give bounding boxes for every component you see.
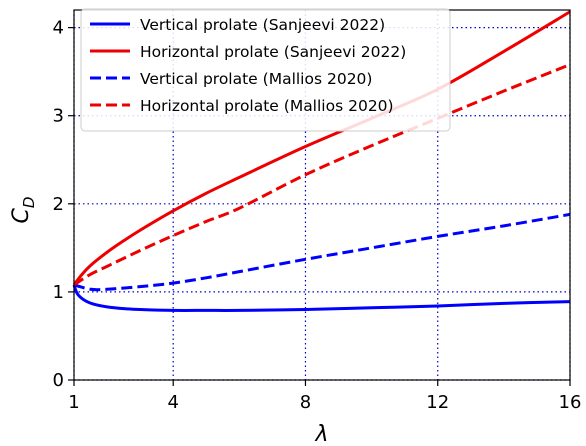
legend-box — [80, 8, 451, 132]
series-line-0 — [72, 284, 571, 312]
series-line-2 — [73, 212, 571, 292]
x-tick-label: 16 — [559, 392, 582, 413]
legend-label: Vertical prolate (Mallios 2020) — [140, 70, 372, 88]
legend-label: Horizontal prolate (Sanjeevi 2022) — [140, 43, 406, 61]
x-tick-label: 12 — [426, 392, 449, 413]
legend-label: Vertical prolate (Sanjeevi 2022) — [140, 16, 385, 34]
y-axis-label-subscript: D — [20, 197, 38, 209]
series-line-3 — [73, 63, 571, 287]
legend-label: Horizontal prolate (Mallios 2020) — [140, 97, 394, 115]
x-tick-label: 1 — [68, 392, 79, 413]
legend: Vertical prolate (Sanjeevi 2022) Horizont… — [80, 8, 451, 132]
x-axis-label: λ — [314, 422, 328, 446]
y-tick-label: 3 — [53, 106, 64, 127]
y-tick-label: 1 — [53, 282, 64, 303]
x-tick-label: 4 — [167, 392, 178, 413]
y-tick-label: 2 — [53, 194, 64, 215]
x-tick-label: 8 — [300, 392, 311, 413]
y-axis-label-main: C — [9, 207, 34, 223]
y-tick-label: 4 — [53, 18, 64, 39]
y-axis-label: CD — [9, 197, 38, 224]
y-tick-label: 0 — [53, 370, 64, 391]
